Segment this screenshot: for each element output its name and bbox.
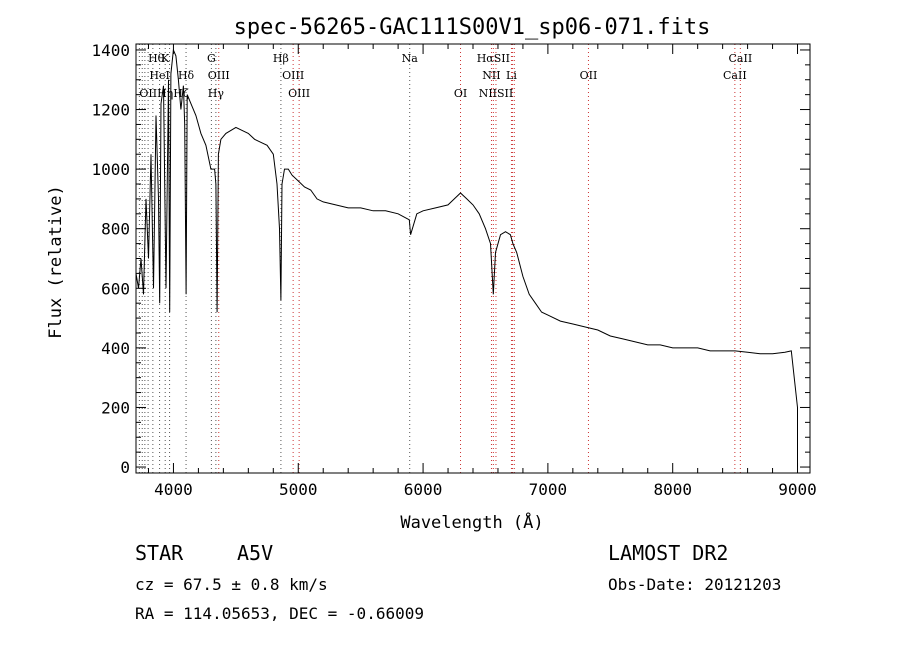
line-marker-label: HeI bbox=[149, 69, 169, 82]
x-tick-label: 4000 bbox=[154, 480, 193, 499]
line-marker-label: G bbox=[207, 52, 216, 65]
object-class: STAR bbox=[135, 541, 184, 565]
line-marker-label: OIII bbox=[282, 69, 304, 82]
x-tick-label: 8000 bbox=[653, 480, 692, 499]
line-marker-label: Hθ bbox=[148, 52, 165, 65]
x-axis-label: Wavelength (Å) bbox=[400, 511, 543, 533]
line-marker-label: Hδ bbox=[178, 69, 195, 82]
redshift-value: cz = 67.5 ± 0.8 km/s bbox=[135, 575, 328, 594]
line-marker-label: CaII bbox=[729, 52, 753, 65]
line-marker-label: OIII bbox=[208, 69, 230, 82]
y-axis-label: Flux (relative) bbox=[46, 185, 66, 339]
x-axis: 4000 5000 6000 7000 8000 9000 bbox=[147, 44, 817, 499]
y-tick-label: 0 bbox=[120, 458, 130, 477]
y-tick-label: 800 bbox=[101, 220, 130, 239]
y-tick-label: 600 bbox=[101, 279, 130, 298]
line-marker-label: OI bbox=[454, 87, 467, 100]
coordinates: RA = 114.05653, DEC = -0.66009 bbox=[135, 604, 424, 623]
line-marker-label: NIISII bbox=[479, 87, 514, 100]
line-marker-label: K bbox=[161, 52, 170, 65]
line-marker-label: CaII bbox=[723, 69, 747, 82]
x-tick-label: 9000 bbox=[778, 480, 817, 499]
x-tick-label: 5000 bbox=[279, 480, 318, 499]
plot-frame bbox=[135, 43, 811, 474]
chart-title: spec-56265-GAC111S00V1_sp06-071.fits bbox=[234, 15, 711, 40]
line-marker-label: HαSII bbox=[477, 52, 510, 65]
marker-lines bbox=[138, 44, 741, 473]
marker-labels: HθK G Hβ Na HαSII CaII HeI Hδ OIII OIII NII Li OII Ca… bbox=[139, 52, 752, 100]
y-axis: 0 200 400 600 800 1000 1200 1400 bbox=[91, 41, 810, 477]
y-tick-label: 1000 bbox=[91, 160, 130, 179]
y-tick-label: 1200 bbox=[91, 101, 130, 120]
object-subclass: A5V bbox=[237, 541, 274, 565]
y-tick-label: 400 bbox=[101, 339, 130, 358]
y-tick-label: 1400 bbox=[91, 41, 130, 60]
line-marker-label: OII bbox=[580, 69, 598, 82]
line-marker-label: Hβ bbox=[273, 52, 289, 65]
y-tick-label: 200 bbox=[101, 398, 130, 417]
survey-name: LAMOST DR2 bbox=[608, 541, 729, 565]
line-marker-label: Hγ bbox=[208, 87, 225, 100]
line-marker-label: OIIHηHζ bbox=[139, 87, 188, 100]
line-marker-label: NII bbox=[482, 69, 500, 82]
spectrum-series-line bbox=[135, 48, 798, 467]
line-marker-label: OIII bbox=[288, 87, 310, 100]
obs-date: Obs-Date: 20121203 bbox=[608, 575, 782, 594]
line-marker-label: Na bbox=[402, 52, 419, 65]
line-marker-label: Li bbox=[506, 69, 517, 82]
x-tick-label: 7000 bbox=[529, 480, 568, 499]
x-tick-label: 6000 bbox=[404, 480, 443, 499]
